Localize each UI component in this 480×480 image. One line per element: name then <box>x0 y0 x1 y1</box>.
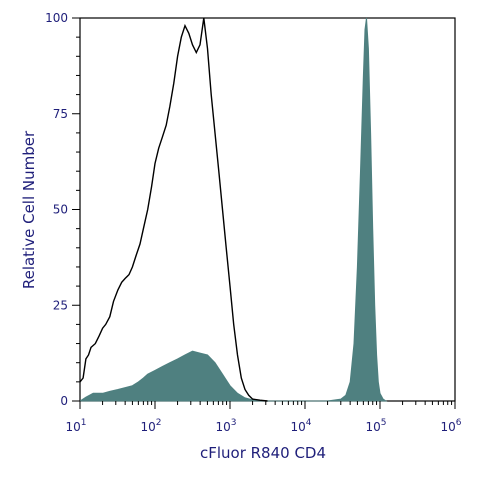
x-tick-label: 106 <box>440 418 461 434</box>
x-tick-label: 104 <box>290 418 311 434</box>
x-tick-label: 105 <box>365 418 386 434</box>
plot-frame <box>79 17 456 402</box>
y-tick-label: 75 <box>53 107 68 121</box>
y-tick-label: 100 <box>45 11 68 25</box>
y-tick-label: 0 <box>60 394 68 408</box>
outline-histogram-series <box>79 17 268 402</box>
x-tick-label: 102 <box>140 418 161 434</box>
y-axis-title: Relative Cell Number <box>20 130 38 289</box>
x-tick-label: 101 <box>65 418 86 434</box>
x-tick-label: 103 <box>215 418 236 434</box>
filled-histogram-series <box>78 17 388 402</box>
y-tick-label: 25 <box>53 298 68 312</box>
x-axis-title: cFluor R840 CD4 <box>200 444 326 462</box>
y-tick-label: 50 <box>53 203 68 217</box>
